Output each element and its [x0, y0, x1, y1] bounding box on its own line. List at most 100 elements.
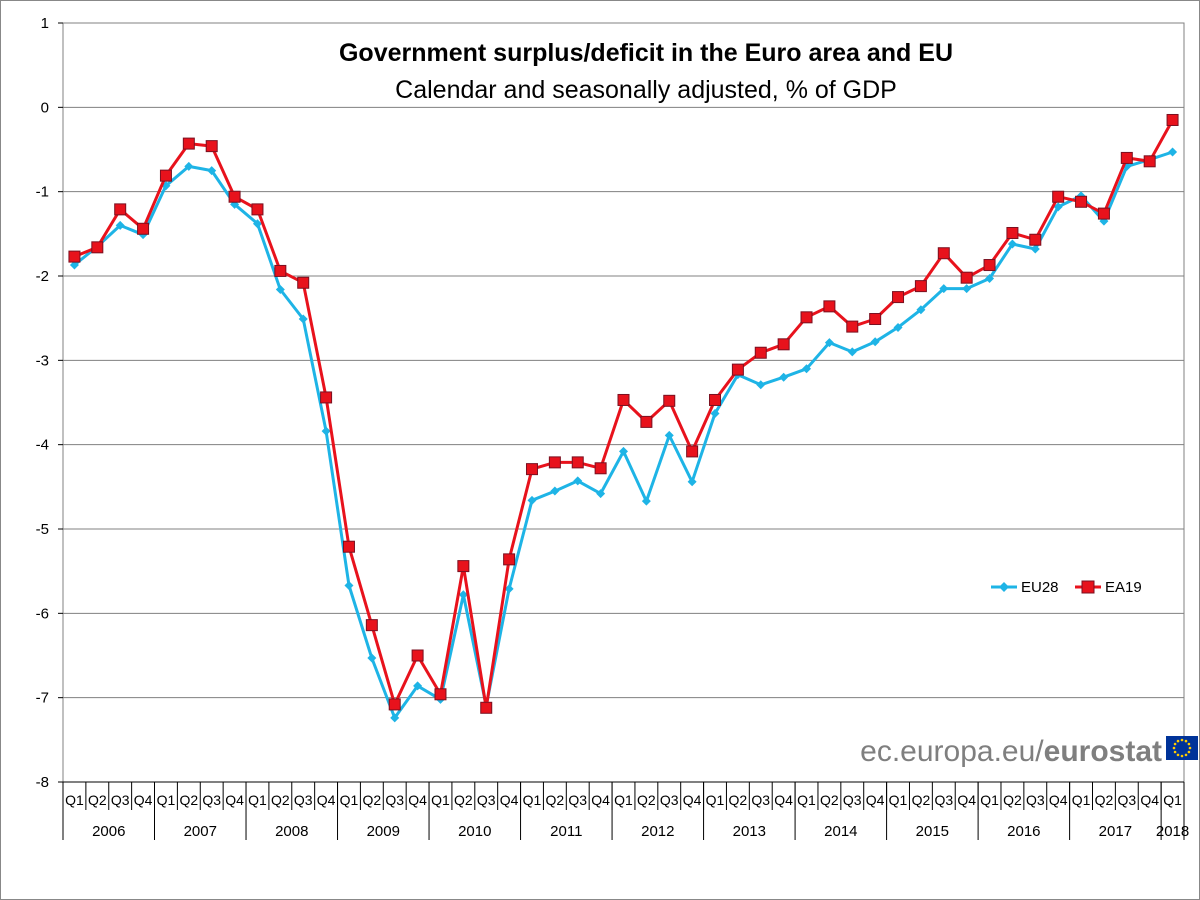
quarter-label: Q4	[225, 792, 244, 808]
data-point-ea19	[159, 169, 172, 182]
data-point-eu28	[756, 380, 766, 390]
data-point-ea19	[754, 346, 767, 359]
quarter-label: Q3	[660, 792, 679, 808]
data-point-eu28	[802, 364, 812, 374]
data-point-ea19	[411, 649, 424, 662]
legend-item-ea19: EA19	[1075, 579, 1142, 596]
quarter-label: Q4	[1049, 792, 1068, 808]
eurostat-watermark: ec.europa.eu/eurostat	[860, 735, 1198, 768]
data-point-ea19	[571, 456, 584, 469]
legend: EU28 EA19	[991, 579, 1142, 596]
watermark-url: ec.europa.eu/	[860, 735, 1044, 768]
series-eu28	[69, 147, 1178, 723]
quarter-label: Q1	[1163, 792, 1182, 808]
data-point-ea19	[137, 222, 150, 235]
data-point-eu28	[619, 446, 628, 456]
flag-star	[1187, 742, 1191, 746]
legend-marker-eu28	[999, 582, 1009, 592]
data-point-ea19	[731, 363, 744, 376]
data-point-ea19	[114, 203, 127, 216]
y-tick-label: -7	[36, 690, 49, 707]
data-point-eu28	[985, 274, 995, 284]
flag-star	[1173, 742, 1177, 746]
y-tick-label: 0	[41, 99, 49, 116]
data-point-ea19	[320, 391, 333, 404]
data-point-eu28	[115, 220, 125, 230]
data-point-eu28	[916, 305, 926, 315]
data-point-ea19	[914, 280, 927, 293]
year-label: 2010	[458, 823, 491, 840]
data-point-ea19	[594, 462, 607, 475]
data-point-eu28	[962, 284, 972, 294]
y-axis: 1 0 -1 -2 -3 -4 -5 -6 -7 -8	[36, 15, 63, 791]
quarter-label: Q1	[797, 792, 816, 808]
y-tick-label: -2	[36, 268, 49, 285]
data-point-ea19	[1052, 190, 1065, 203]
flag-star	[1176, 739, 1180, 743]
data-point-eu28	[893, 322, 903, 332]
quarter-label: Q4	[866, 792, 885, 808]
quarter-label: Q3	[1117, 792, 1136, 808]
quarter-label: Q2	[1003, 792, 1022, 808]
quarter-label: Q3	[843, 792, 862, 808]
quarter-label: Q4	[134, 792, 153, 808]
series-ea19	[68, 113, 1179, 714]
data-point-eu28	[596, 489, 606, 499]
quarter-label: Q1	[523, 792, 542, 808]
year-label: 2014	[824, 823, 857, 840]
year-label: 2008	[275, 823, 308, 840]
quarter-label: Q3	[385, 792, 404, 808]
quarter-label: Q4	[774, 792, 793, 808]
flag-star	[1187, 750, 1191, 754]
quarter-label: Q1	[248, 792, 267, 808]
data-point-ea19	[1143, 155, 1156, 168]
watermark-brand: eurostat	[1044, 735, 1162, 768]
data-point-ea19	[457, 560, 470, 573]
data-point-ea19	[251, 203, 264, 216]
y-tick-label: -1	[36, 184, 49, 201]
data-point-ea19	[503, 553, 516, 566]
quarter-label: Q4	[957, 792, 976, 808]
data-point-ea19	[525, 463, 538, 476]
data-point-eu28	[687, 477, 697, 487]
quarter-label: Q2	[637, 792, 656, 808]
y-tick-label: -5	[36, 521, 49, 538]
data-point-ea19	[548, 456, 561, 469]
data-point-eu28	[779, 372, 789, 382]
data-point-eu28	[939, 284, 949, 294]
data-point-eu28	[641, 496, 651, 506]
data-point-ea19	[617, 393, 630, 406]
data-point-ea19	[1075, 195, 1088, 208]
data-point-eu28	[1053, 202, 1063, 212]
quarter-label: Q2	[179, 792, 198, 808]
data-point-ea19	[1120, 151, 1133, 164]
data-point-eu28	[573, 476, 583, 486]
quarter-label: Q4	[1140, 792, 1159, 808]
year-label: 2015	[916, 823, 949, 840]
quarter-label: Q2	[912, 792, 931, 808]
data-point-eu28	[527, 495, 537, 505]
data-point-eu28	[344, 581, 354, 591]
data-point-ea19	[983, 259, 996, 272]
data-point-ea19	[274, 264, 287, 277]
quarter-label: Q1	[65, 792, 84, 808]
data-point-ea19	[182, 137, 195, 150]
y-tick-label: -8	[36, 774, 49, 791]
data-point-eu28	[1168, 147, 1178, 157]
data-point-eu28	[458, 590, 468, 600]
data-point-eu28	[413, 681, 423, 691]
quarter-label: Q1	[889, 792, 908, 808]
year-label: 2016	[1007, 823, 1040, 840]
data-point-eu28	[1030, 244, 1040, 254]
quarter-label: Q3	[568, 792, 587, 808]
data-point-ea19	[686, 445, 699, 458]
year-label: 2009	[367, 823, 400, 840]
year-label: 2013	[733, 823, 766, 840]
data-point-eu28	[504, 584, 514, 594]
quarter-label: Q3	[294, 792, 313, 808]
quarter-label: Q2	[820, 792, 839, 808]
data-point-ea19	[480, 701, 493, 714]
data-point-eu28	[275, 284, 285, 294]
quarter-label: Q2	[454, 792, 473, 808]
